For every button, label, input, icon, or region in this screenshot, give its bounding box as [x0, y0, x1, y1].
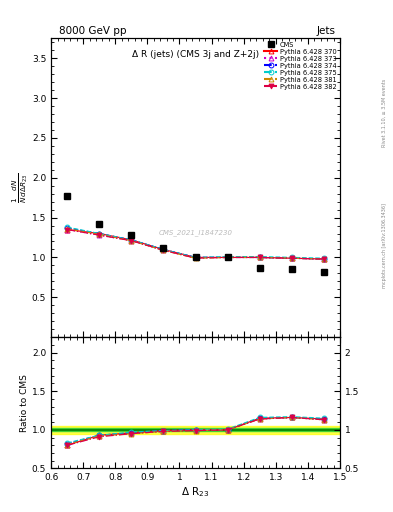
- Y-axis label: $\frac{1}{N}\frac{dN}{d\Delta R_{23}}$: $\frac{1}{N}\frac{dN}{d\Delta R_{23}}$: [11, 173, 31, 203]
- Pythia 6.428 375: [161, 246, 166, 252]
- Pythia 6.428 374: [65, 225, 70, 231]
- Pythia 6.428 373: [97, 232, 102, 238]
- Line: Pythia 6.428 374: Pythia 6.428 374: [65, 225, 326, 262]
- Bar: [51, 428, 340, 432]
- Pythia 6.428 374: [161, 246, 166, 252]
- Pythia 6.428 375: [193, 254, 198, 261]
- Pythia 6.428 381: [161, 247, 166, 253]
- Text: Δ R (jets) (CMS 3j and Z+2j): Δ R (jets) (CMS 3j and Z+2j): [132, 50, 259, 59]
- Pythia 6.428 381: [257, 254, 262, 261]
- CMS: [97, 221, 102, 227]
- Line: Pythia 6.428 381: Pythia 6.428 381: [65, 226, 326, 262]
- CMS: [193, 254, 198, 261]
- Pythia 6.428 381: [65, 226, 70, 232]
- Y-axis label: Ratio to CMS: Ratio to CMS: [20, 374, 29, 432]
- Pythia 6.428 381: [193, 255, 198, 261]
- CMS: [129, 232, 134, 238]
- Pythia 6.428 370: [290, 255, 294, 261]
- Pythia 6.428 382: [321, 256, 326, 262]
- Pythia 6.428 375: [257, 253, 262, 260]
- Pythia 6.428 370: [321, 256, 326, 262]
- Pythia 6.428 375: [321, 255, 326, 261]
- Pythia 6.428 374: [225, 254, 230, 261]
- Pythia 6.428 370: [129, 237, 134, 243]
- Pythia 6.428 382: [129, 238, 134, 244]
- Pythia 6.428 375: [65, 224, 70, 230]
- Legend: CMS, Pythia 6.428 370, Pythia 6.428 373, Pythia 6.428 374, Pythia 6.428 375, Pyt: CMS, Pythia 6.428 370, Pythia 6.428 373,…: [263, 40, 338, 91]
- CMS: [161, 245, 166, 251]
- Line: Pythia 6.428 370: Pythia 6.428 370: [65, 227, 326, 262]
- Pythia 6.428 373: [257, 254, 262, 261]
- Text: mcplots.cern.ch [arXiv:1306.3436]: mcplots.cern.ch [arXiv:1306.3436]: [382, 203, 387, 288]
- Pythia 6.428 381: [290, 255, 294, 261]
- Pythia 6.428 382: [290, 255, 294, 261]
- Pythia 6.428 375: [225, 253, 230, 260]
- Pythia 6.428 382: [257, 254, 262, 261]
- Pythia 6.428 381: [97, 231, 102, 238]
- Text: Jets: Jets: [317, 26, 336, 36]
- Pythia 6.428 375: [97, 230, 102, 237]
- CMS: [65, 193, 70, 199]
- Text: CMS_2021_I1847230: CMS_2021_I1847230: [158, 229, 233, 236]
- Pythia 6.428 374: [193, 254, 198, 261]
- Pythia 6.428 373: [321, 256, 326, 262]
- Pythia 6.428 375: [129, 237, 134, 243]
- Pythia 6.428 370: [257, 254, 262, 261]
- Pythia 6.428 382: [65, 226, 70, 232]
- X-axis label: $\Delta$ R$_{23}$: $\Delta$ R$_{23}$: [181, 485, 210, 499]
- Pythia 6.428 370: [161, 246, 166, 252]
- Pythia 6.428 370: [225, 254, 230, 261]
- Pythia 6.428 375: [290, 254, 294, 261]
- Pythia 6.428 373: [290, 255, 294, 261]
- Pythia 6.428 381: [225, 254, 230, 261]
- Text: 8000 GeV pp: 8000 GeV pp: [59, 26, 127, 36]
- CMS: [321, 269, 326, 275]
- Pythia 6.428 373: [129, 238, 134, 244]
- Pythia 6.428 373: [161, 247, 166, 253]
- Pythia 6.428 374: [129, 237, 134, 243]
- Text: Rivet 3.1.10, ≥ 3.5M events: Rivet 3.1.10, ≥ 3.5M events: [382, 78, 387, 147]
- Pythia 6.428 373: [65, 226, 70, 232]
- Pythia 6.428 382: [225, 254, 230, 261]
- Pythia 6.428 382: [193, 255, 198, 261]
- Pythia 6.428 370: [193, 254, 198, 261]
- Pythia 6.428 382: [161, 247, 166, 253]
- Line: Pythia 6.428 375: Pythia 6.428 375: [65, 225, 326, 261]
- Pythia 6.428 381: [129, 238, 134, 244]
- Pythia 6.428 382: [97, 232, 102, 238]
- Pythia 6.428 370: [65, 226, 70, 232]
- Bar: [51, 426, 340, 434]
- Pythia 6.428 381: [321, 256, 326, 262]
- Pythia 6.428 374: [97, 230, 102, 237]
- Line: Pythia 6.428 382: Pythia 6.428 382: [65, 227, 326, 262]
- CMS: [225, 254, 230, 261]
- Pythia 6.428 370: [97, 230, 102, 237]
- Line: CMS: CMS: [64, 193, 327, 275]
- CMS: [257, 265, 262, 271]
- Pythia 6.428 373: [225, 254, 230, 261]
- Pythia 6.428 374: [321, 256, 326, 262]
- Line: Pythia 6.428 373: Pythia 6.428 373: [65, 227, 326, 262]
- Pythia 6.428 374: [290, 255, 294, 261]
- Pythia 6.428 373: [193, 254, 198, 261]
- CMS: [290, 266, 294, 272]
- Pythia 6.428 374: [257, 254, 262, 261]
